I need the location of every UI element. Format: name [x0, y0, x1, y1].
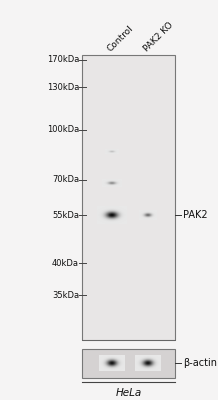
- Bar: [82, 55, 175, 340]
- Text: 100kDa: 100kDa: [47, 126, 79, 134]
- Bar: [82, 349, 175, 378]
- Text: 170kDa: 170kDa: [47, 56, 79, 64]
- Text: PAK2 KO: PAK2 KO: [142, 20, 175, 53]
- Text: 70kDa: 70kDa: [52, 176, 79, 184]
- Text: 130kDa: 130kDa: [47, 82, 79, 92]
- Text: 55kDa: 55kDa: [52, 210, 79, 220]
- Text: Control: Control: [106, 24, 135, 53]
- Text: HeLa: HeLa: [115, 388, 142, 398]
- Text: PAK2: PAK2: [183, 210, 208, 220]
- Text: 35kDa: 35kDa: [52, 290, 79, 300]
- Text: β-actin: β-actin: [183, 358, 217, 368]
- Text: 40kDa: 40kDa: [52, 258, 79, 268]
